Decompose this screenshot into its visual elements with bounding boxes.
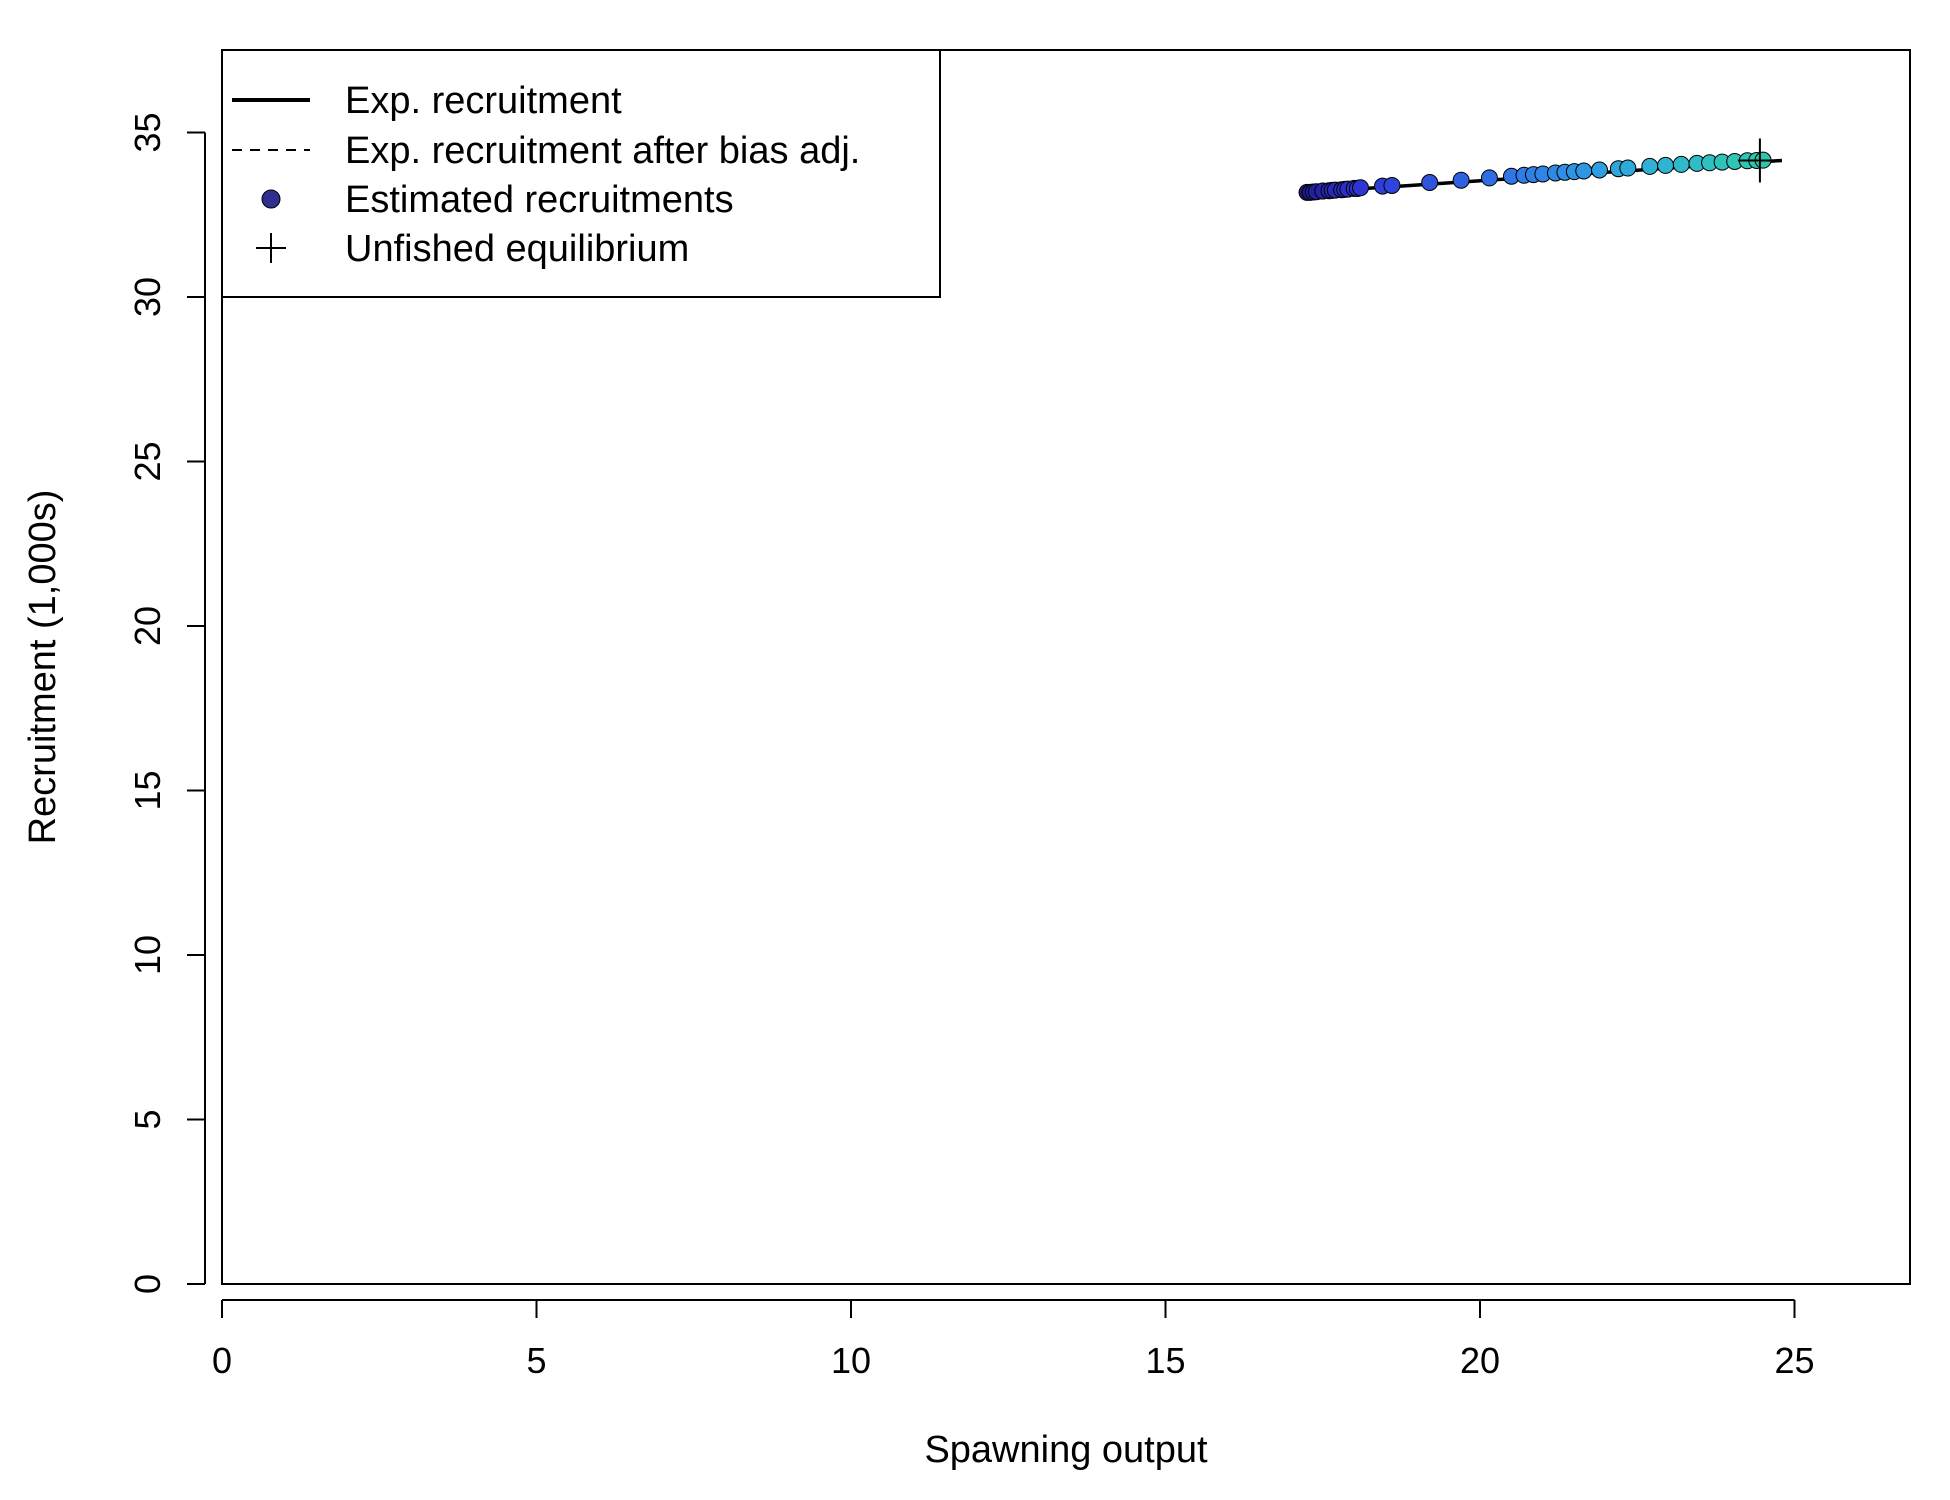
plot-frame — [221, 49, 1911, 1285]
legend-label-estimated: Estimated recruitments — [345, 179, 734, 221]
legend-plus-icon — [256, 233, 286, 263]
x-tick-label: 10 — [831, 1340, 871, 1381]
y-axis: 0 5 10 15 20 25 30 35 — [127, 112, 206, 1294]
x-tick-label: 0 — [212, 1340, 232, 1381]
y-tick-label: 25 — [127, 441, 168, 481]
estimated-recruitment-point — [1351, 179, 1369, 197]
estimated-recruitment-point — [1591, 161, 1609, 179]
estimated-recruitment-point — [1421, 174, 1439, 192]
x-axis-title: Spawning output — [924, 1429, 1208, 1471]
x-tick-label: 25 — [1774, 1340, 1814, 1381]
x-tick-label: 20 — [1460, 1340, 1500, 1381]
estimated-recruitment-point — [1657, 156, 1675, 174]
y-tick-label: 0 — [127, 1274, 168, 1294]
y-tick-label: 30 — [127, 277, 168, 317]
legend-box — [221, 49, 941, 298]
legend: Exp. recruitment Exp. recruitment after … — [221, 49, 941, 298]
y-tick-label: 15 — [127, 770, 168, 810]
x-axis: 0 5 10 15 20 25 — [212, 1299, 1815, 1381]
legend-label-bias-adjusted: Exp. recruitment after bias adj. — [345, 130, 860, 172]
estimated-recruitment-point — [1383, 176, 1401, 194]
x-tick-label: 15 — [1145, 1340, 1185, 1381]
y-axis-title: Recruitment (1,000s) — [22, 490, 64, 845]
y-tick-label: 10 — [127, 935, 168, 975]
x-tick-label: 5 — [526, 1340, 546, 1381]
y-tick-label: 20 — [127, 606, 168, 646]
y-tick-label: 5 — [127, 1109, 168, 1129]
estimated-recruitment-point — [1480, 169, 1498, 187]
estimated-recruitment-point — [1452, 171, 1470, 189]
y-tick-label: 35 — [127, 112, 168, 152]
legend-point-icon — [261, 189, 281, 209]
legend-label-unfished: Unfished equilibrium — [345, 228, 689, 270]
estimated-recruitment-point — [1641, 157, 1659, 175]
legend-label-expected: Exp. recruitment — [345, 80, 622, 122]
estimated-recruitment-point — [1575, 162, 1593, 180]
estimated-recruitment-point — [1672, 155, 1690, 173]
unfished-equilibrium-marker — [1737, 138, 1782, 183]
estimated-recruitment-point — [1619, 159, 1637, 177]
